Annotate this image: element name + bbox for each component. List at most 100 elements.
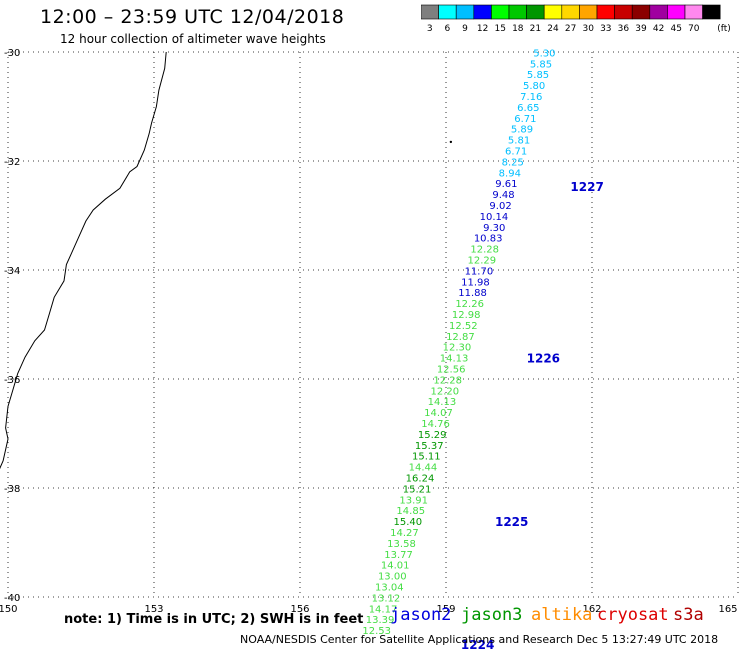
swh-reading: 13.12 [372, 593, 401, 604]
satellite-name-cryosat: cryosat [597, 605, 669, 625]
swh-reading: 5.81 [508, 136, 530, 147]
lat-tick-label: -38 [4, 484, 20, 495]
swh-reading: 12.28 [433, 375, 462, 386]
swh-reading: 14.01 [381, 561, 410, 572]
swh-reading: 6.71 [514, 114, 536, 125]
units-note: note: 1) Time is in UTC; 2) SWH is in fe… [64, 612, 364, 627]
scale-label: 42 [653, 24, 664, 34]
color-scale-legend: 3 6 9 12 15 18 21 24 27 30 33 36 39 42 45 70 (ft) [421, 4, 731, 34]
swh-reading: 12.30 [443, 343, 472, 354]
swh-reading: 5.89 [511, 125, 533, 136]
swh-reading: 13.58 [387, 539, 416, 550]
swh-reading: 15.37 [415, 441, 444, 452]
lon-tick-label: 153 [144, 604, 163, 615]
swh-reading: 6.65 [517, 103, 539, 114]
graticule [7, 51, 739, 598]
map-subtitle: 12 hour collection of altimeter wave hei… [60, 32, 326, 46]
swh-reading: 12.52 [449, 321, 478, 332]
map-title: 12:00 – 23:59 UTC 12/04/2018 [40, 6, 345, 28]
swh-reading: 15.40 [394, 517, 423, 528]
swh-reading: 10.14 [480, 212, 509, 223]
swh-reading: 14.76 [421, 419, 450, 430]
swh-reading: 13.77 [384, 550, 413, 561]
satellite-name-jason2: jason2 [390, 605, 452, 625]
swh-reading: 5.80 [523, 81, 545, 92]
swh-reading: 16.24 [406, 473, 435, 484]
swh-reading: 12.98 [452, 310, 481, 321]
swh-reading: 10.83 [474, 234, 503, 245]
swh-reading: 5.30 [533, 48, 555, 59]
swh-reading: 12.28 [470, 245, 499, 256]
island-marker [449, 140, 453, 144]
swh-reading: 12.20 [430, 386, 459, 397]
lon-tick-label: 156 [290, 604, 309, 615]
scale-label: 24 [547, 24, 559, 34]
swh-reading: 7.16 [520, 92, 542, 103]
swh-reading: 8.25 [502, 157, 524, 168]
scale-label: 70 [688, 24, 700, 34]
swh-reading: 5.85 [530, 59, 552, 70]
lat-tick-label: -34 [4, 266, 20, 277]
scale-label: 3 [427, 24, 433, 34]
swh-reading: 13.04 [375, 582, 404, 593]
swh-reading: 14.07 [424, 408, 453, 419]
scale-label: 9 [462, 24, 468, 34]
lon-tick-label: 150 [0, 604, 18, 615]
swh-reading: 14.13 [440, 354, 469, 365]
lon-tick-label: 159 [436, 604, 455, 615]
coastline [0, 51, 167, 470]
scale-label: 18 [512, 24, 524, 34]
swh-reading: 14.17 [369, 604, 398, 615]
swh-reading: 9.02 [489, 201, 511, 212]
scale-label: 27 [565, 24, 576, 34]
swh-reading: 12.87 [446, 332, 475, 343]
scale-label: 15 [494, 24, 505, 34]
swh-reading: 9.30 [483, 223, 505, 234]
scale-unit: (ft) [717, 24, 731, 34]
scale-label: 36 [618, 24, 630, 34]
scale-label: 12 [477, 24, 488, 34]
swh-reading: 8.94 [499, 168, 521, 179]
swh-reading: 13.91 [399, 495, 428, 506]
lon-tick-label: 162 [582, 604, 601, 615]
swh-reading: 15.29 [418, 430, 447, 441]
scale-label: 33 [600, 24, 611, 34]
pass-time-label: 1224 [461, 638, 494, 650]
swh-reading: 5.85 [527, 70, 549, 81]
scale-swatch [702, 4, 721, 20]
scale-label: 39 [635, 24, 647, 34]
scale-label: 6 [445, 24, 451, 34]
satellite-name-jason3: jason3 [461, 605, 523, 625]
pass-time-label: 1227 [570, 180, 603, 194]
lat-tick-label: -40 [4, 593, 20, 604]
swh-reading: 13.39 [366, 615, 395, 626]
swh-reading: 12.53 [362, 626, 391, 637]
swh-reading: 14.13 [428, 397, 457, 408]
swh-reading: 9.61 [495, 179, 517, 190]
lat-tick-label: -32 [4, 157, 20, 168]
lat-tick-label: -36 [4, 375, 20, 386]
scale-label: 45 [670, 24, 681, 34]
swh-reading: 15.21 [403, 484, 432, 495]
scale-label: 21 [530, 24, 541, 34]
lat-tick-label: -30 [4, 48, 20, 59]
pass-time-label: 1226 [527, 352, 560, 366]
swh-reading: 9.48 [492, 190, 514, 201]
swh-reading: 11.88 [458, 288, 487, 299]
swh-reading: 12.29 [467, 255, 496, 266]
swh-reading: 11.98 [461, 277, 490, 288]
swh-reading: 6.71 [505, 146, 527, 157]
pass-time-label: 1225 [495, 515, 528, 529]
lon-tick-label: 165 [718, 604, 737, 615]
scale-label: 30 [582, 24, 594, 34]
swh-reading: 14.44 [409, 463, 438, 474]
swh-reading: 13.00 [378, 572, 407, 583]
swh-reading: 11.70 [465, 266, 494, 277]
satellite-name-s3a: s3a [673, 605, 704, 625]
swh-reading: 15.11 [412, 452, 441, 463]
satellite-name-altika: altika [531, 605, 593, 625]
swh-reading: 14.27 [390, 528, 419, 539]
credit-footer: NOAA/NESDIS Center for Satellite Applica… [240, 633, 719, 646]
swh-reading: 12.26 [455, 299, 484, 310]
